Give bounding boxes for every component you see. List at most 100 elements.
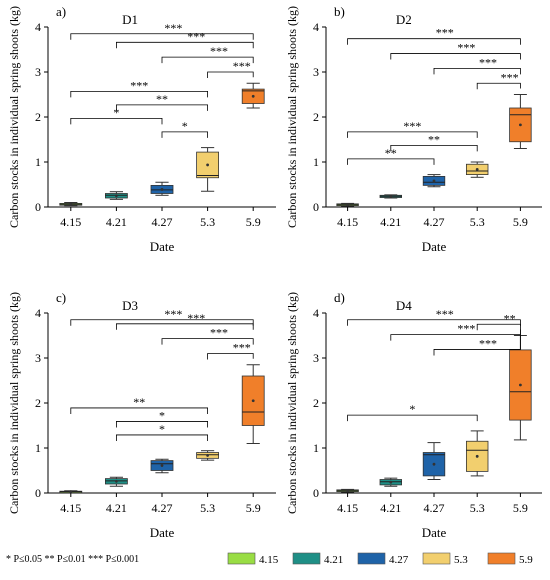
significance-label: ***	[187, 311, 205, 325]
bracket-line	[390, 144, 478, 152]
panel-d4: 0 1 2 3 4 4.15 4.21 4.27 5.3 5.9 d) D4 Date Carbon st…	[285, 290, 542, 540]
significance-label: ***	[130, 78, 148, 92]
significance-label: ***	[479, 55, 497, 69]
bracket-line	[116, 41, 254, 49]
mean-marker	[69, 202, 73, 206]
x-tick-label: 5.9	[513, 215, 528, 229]
bracket-4.27-5.9: ***	[433, 55, 521, 75]
y-axis-label: Carbon stocks in individual spring shoot…	[7, 6, 21, 228]
y-tick-label: 2	[313, 396, 319, 410]
y-axis-label: Carbon stocks in individual spring shoot…	[7, 292, 21, 514]
box-5.9	[241, 82, 265, 109]
bracket-4.15-5.3: **	[70, 395, 209, 414]
significance-label: ***	[233, 341, 251, 355]
significance-label: ***	[164, 307, 182, 321]
y-tick-label: 1	[35, 155, 41, 169]
bracket-line	[70, 117, 163, 125]
bracket-4.21-5.3: *	[116, 422, 209, 441]
y-tick-label: 4	[313, 20, 319, 34]
mean-marker	[519, 383, 522, 387]
x-axis-label: Date	[422, 239, 447, 254]
box-4.15	[59, 202, 83, 207]
bracket-4.27-5.3: *	[161, 119, 209, 138]
y-tick-label: 1	[35, 441, 41, 455]
bracket-4.15-5.3: ***	[347, 119, 478, 138]
bracket-5.3-5.9: ***	[207, 59, 254, 78]
legend-item-4.27: 4.27	[357, 552, 409, 566]
y-tick-label: 2	[35, 110, 41, 124]
bracket-4.21-5.9: ***	[116, 311, 254, 330]
bracket-line	[70, 319, 254, 326]
box-5.3	[465, 161, 489, 178]
x-tick-label: 4.27	[424, 215, 445, 229]
y-tick-label: 1	[313, 441, 319, 455]
mean-marker	[69, 490, 73, 494]
mean-marker	[475, 454, 479, 458]
y-tick-label: 3	[313, 65, 319, 79]
panel-title: D1	[122, 12, 138, 27]
panel-d1: 0 1 2 3 4 4.15 4.21 4.27 5.3 5.9 a) D1 Date Carbon st…	[7, 4, 276, 254]
mean-marker	[251, 94, 255, 98]
y-tick-label: 2	[313, 110, 319, 124]
x-tick-label: 5.3	[470, 215, 485, 229]
box-4.21	[105, 191, 128, 200]
y-tick-label: 0	[35, 200, 41, 214]
box-4.15	[336, 202, 359, 207]
bracket-4.27-5.9: ***	[161, 326, 254, 345]
mean-marker	[115, 194, 118, 198]
significance-label: ***	[457, 322, 475, 336]
mean-marker	[432, 462, 436, 466]
legend-swatch	[227, 552, 256, 565]
bracket-line	[70, 407, 209, 414]
significance-label: ***	[210, 326, 228, 340]
panel-label: c)	[56, 290, 66, 305]
mean-marker	[475, 168, 479, 171]
significance-label: *	[409, 402, 415, 416]
bracket-line	[161, 56, 254, 64]
mean-marker	[389, 480, 393, 484]
box-4.27	[150, 458, 174, 474]
bracket-4.15-4.27: **	[347, 146, 435, 165]
bracket-4.21-5.9: ***	[390, 41, 521, 60]
significance-label: ***	[210, 44, 228, 58]
y-tick-label: 4	[35, 306, 41, 320]
significance-label: *	[113, 105, 119, 119]
panel-label: b)	[334, 4, 345, 19]
box-5.3	[465, 430, 489, 477]
x-tick-label: 5.9	[246, 215, 261, 229]
significance-label: ***	[479, 336, 497, 350]
mean-marker	[206, 454, 210, 457]
x-tick-label: 4.15	[337, 215, 358, 229]
significance-label: **	[156, 92, 168, 106]
panel-label: a)	[56, 4, 66, 19]
y-tick-label: 3	[35, 65, 41, 79]
bracket-4.21-5.9: ***	[116, 29, 254, 49]
bracket-line	[347, 131, 478, 138]
legend-label: 4.15	[259, 554, 279, 566]
y-tick-label: 0	[313, 200, 319, 214]
x-tick-label: 5.3	[470, 501, 485, 515]
bracket-line	[347, 38, 521, 45]
bracket-line	[347, 414, 478, 422]
mean-marker	[519, 123, 522, 127]
y-tick-label: 3	[35, 351, 41, 365]
legend-label: 4.27	[389, 554, 409, 566]
significance-label: *	[159, 422, 165, 436]
bracket-4.21-5.3: *	[116, 408, 209, 428]
bracket-4.15-5.9: ***	[347, 307, 521, 326]
box-4.27	[150, 181, 174, 196]
significance-label: ***	[436, 307, 454, 321]
bracket-4.15-5.3: *	[347, 402, 478, 422]
legend-swatch	[292, 552, 321, 565]
bracket-line	[207, 353, 254, 360]
legend: 4.15 4.21 4.27 5.3 5.9	[227, 552, 533, 566]
mean-marker	[346, 203, 349, 207]
panel-d2: 0 1 2 3 4 4.15 4.21 4.27 5.3 5.9 b) D2 Date Carbon st…	[285, 4, 542, 254]
x-tick-label: 5.9	[513, 501, 528, 515]
x-axis-label: Date	[150, 239, 175, 254]
box-4.21	[105, 476, 128, 487]
y-tick-label: 0	[35, 486, 41, 500]
bracket-line	[70, 33, 254, 40]
bracket-line	[70, 90, 209, 98]
